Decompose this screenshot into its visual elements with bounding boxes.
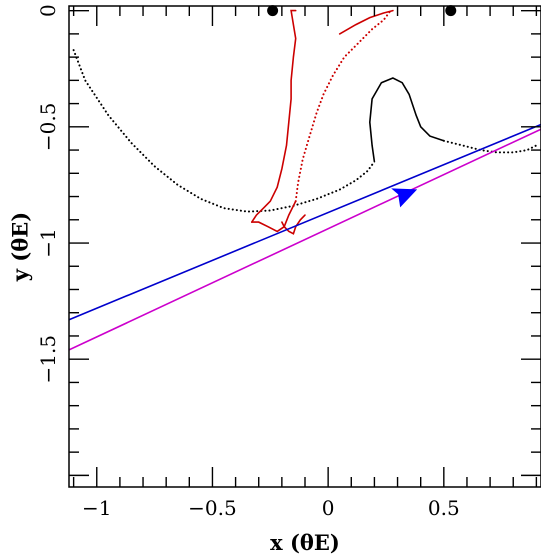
y-tick-label: −0.5 — [36, 103, 60, 152]
markers-layer — [267, 5, 457, 208]
ticks-layer — [69, 6, 541, 487]
x-tick-label: 0 — [322, 496, 335, 520]
curves-layer — [69, 9, 541, 351]
series-line-4 — [251, 9, 297, 223]
series-line-1 — [72, 49, 376, 213]
series-line-3 — [442, 139, 538, 154]
y-tick-label: −1.5 — [36, 335, 60, 384]
lens-point-2 — [445, 5, 457, 17]
series-line-9 — [69, 123, 541, 321]
y-tick-label: 0 — [36, 4, 60, 17]
series-line-6 — [251, 200, 297, 233]
y-tick-label: −1 — [36, 228, 60, 257]
x-tick-label: 0.5 — [428, 496, 460, 520]
series-line-10 — [69, 128, 541, 351]
series-line-8 — [338, 9, 394, 35]
y-axis-label: y (θE) — [8, 212, 33, 282]
x-axis-label: x (θE) — [270, 530, 340, 555]
plot-frame — [68, 5, 541, 488]
series-line-7 — [281, 214, 306, 235]
series-line-2 — [368, 77, 445, 163]
direction-arrow — [391, 188, 418, 208]
x-tick-label: −0.5 — [188, 496, 237, 520]
x-tick-label: −1 — [82, 496, 111, 520]
series-line-5 — [294, 9, 392, 203]
lens-point-1 — [267, 5, 279, 17]
tick-labels-layer: −1 −0.5 0 0.5 0 −0.5 −1 −1.5 — [36, 4, 460, 520]
